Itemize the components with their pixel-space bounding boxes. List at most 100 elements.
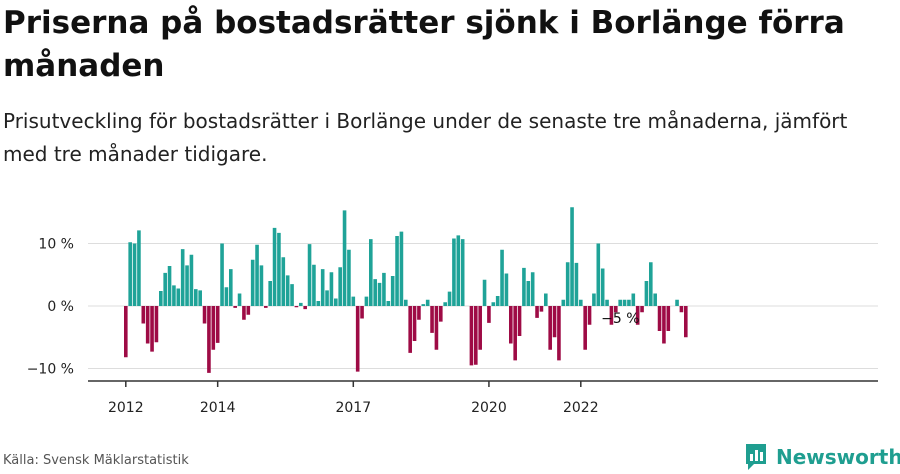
bar — [215, 306, 220, 343]
bar — [382, 272, 386, 307]
bar — [662, 306, 666, 344]
bar — [614, 306, 618, 313]
source-note: Källa: Svensk Mäklarstatistik — [3, 453, 189, 468]
bar — [482, 279, 487, 306]
bar — [386, 301, 391, 306]
x-tick-label: 2020 — [471, 400, 507, 416]
bar — [504, 273, 509, 306]
bar — [657, 306, 662, 331]
bar — [198, 290, 202, 307]
bar — [649, 262, 653, 306]
bar — [408, 306, 412, 353]
bar — [627, 299, 631, 306]
bar — [495, 296, 500, 306]
bar — [338, 267, 342, 306]
bar — [631, 293, 636, 306]
bar — [277, 232, 281, 307]
chart-subtitle: Prisutveckling för bostadsrätter i Borlä… — [3, 109, 848, 166]
bar — [176, 288, 181, 306]
bar — [596, 243, 601, 306]
bar — [570, 207, 574, 306]
bar — [530, 272, 535, 306]
bar — [583, 306, 587, 350]
bar — [443, 302, 447, 306]
bar — [592, 293, 596, 306]
bar — [399, 231, 404, 307]
bar — [412, 306, 417, 341]
axes: 10 % 0 % −10 % 2012 2014 2017 2020 2022 — [27, 237, 878, 416]
bar — [618, 299, 622, 306]
y-tick-label: 0 % — [47, 299, 74, 315]
bar — [189, 254, 194, 306]
bar — [242, 306, 246, 320]
bar — [250, 259, 255, 306]
bar — [417, 306, 421, 320]
bar — [172, 285, 176, 307]
bar — [565, 262, 570, 306]
bar — [167, 266, 172, 306]
bar — [557, 306, 561, 361]
bar — [364, 296, 369, 307]
bar — [552, 306, 557, 338]
bar — [539, 306, 544, 312]
bar — [609, 306, 614, 325]
bar — [684, 306, 688, 338]
bar — [259, 265, 264, 307]
bar — [666, 306, 671, 331]
bar — [452, 238, 456, 306]
bar — [640, 306, 644, 313]
bar — [334, 298, 338, 306]
bar — [500, 249, 504, 306]
bar — [635, 306, 640, 325]
bar — [373, 279, 377, 307]
bar — [290, 284, 294, 307]
bar — [307, 244, 312, 307]
bar — [561, 299, 566, 306]
bar — [202, 306, 207, 324]
bar — [574, 262, 579, 307]
bar — [233, 306, 237, 308]
last-value-annotation: −5 % — [601, 311, 639, 327]
bar — [285, 275, 290, 307]
bar — [312, 264, 316, 306]
bar — [390, 276, 395, 306]
bar — [124, 306, 128, 358]
brand-name: Newsworthy — [776, 445, 900, 469]
bar — [421, 304, 426, 307]
chart-title: Priserna på bostadsrätter sjönk i Borlän… — [3, 5, 845, 84]
bar — [679, 306, 684, 313]
bar — [320, 269, 325, 307]
bar — [369, 239, 373, 307]
bar — [342, 210, 347, 307]
bar — [185, 265, 189, 307]
bar — [395, 236, 399, 306]
bar — [355, 306, 360, 372]
bar — [447, 291, 452, 306]
bar — [154, 306, 159, 343]
bar — [132, 243, 137, 306]
bar — [128, 242, 132, 306]
bar — [522, 267, 526, 307]
bar — [491, 302, 496, 306]
bars — [124, 207, 688, 373]
bar — [255, 244, 259, 306]
bar — [517, 306, 522, 336]
bar — [145, 306, 150, 344]
bar — [329, 272, 334, 306]
bar — [150, 306, 154, 352]
bar — [535, 306, 539, 318]
bar — [159, 291, 163, 306]
bar — [137, 230, 141, 307]
bar — [404, 299, 408, 306]
bar — [469, 306, 474, 366]
bar — [548, 306, 552, 350]
bar — [207, 306, 211, 373]
bar — [605, 299, 609, 306]
bar — [141, 306, 146, 324]
bar — [526, 281, 531, 306]
bar — [246, 306, 251, 315]
bar — [268, 281, 272, 306]
bar — [220, 243, 224, 306]
bar — [579, 299, 583, 306]
bar — [294, 306, 299, 308]
